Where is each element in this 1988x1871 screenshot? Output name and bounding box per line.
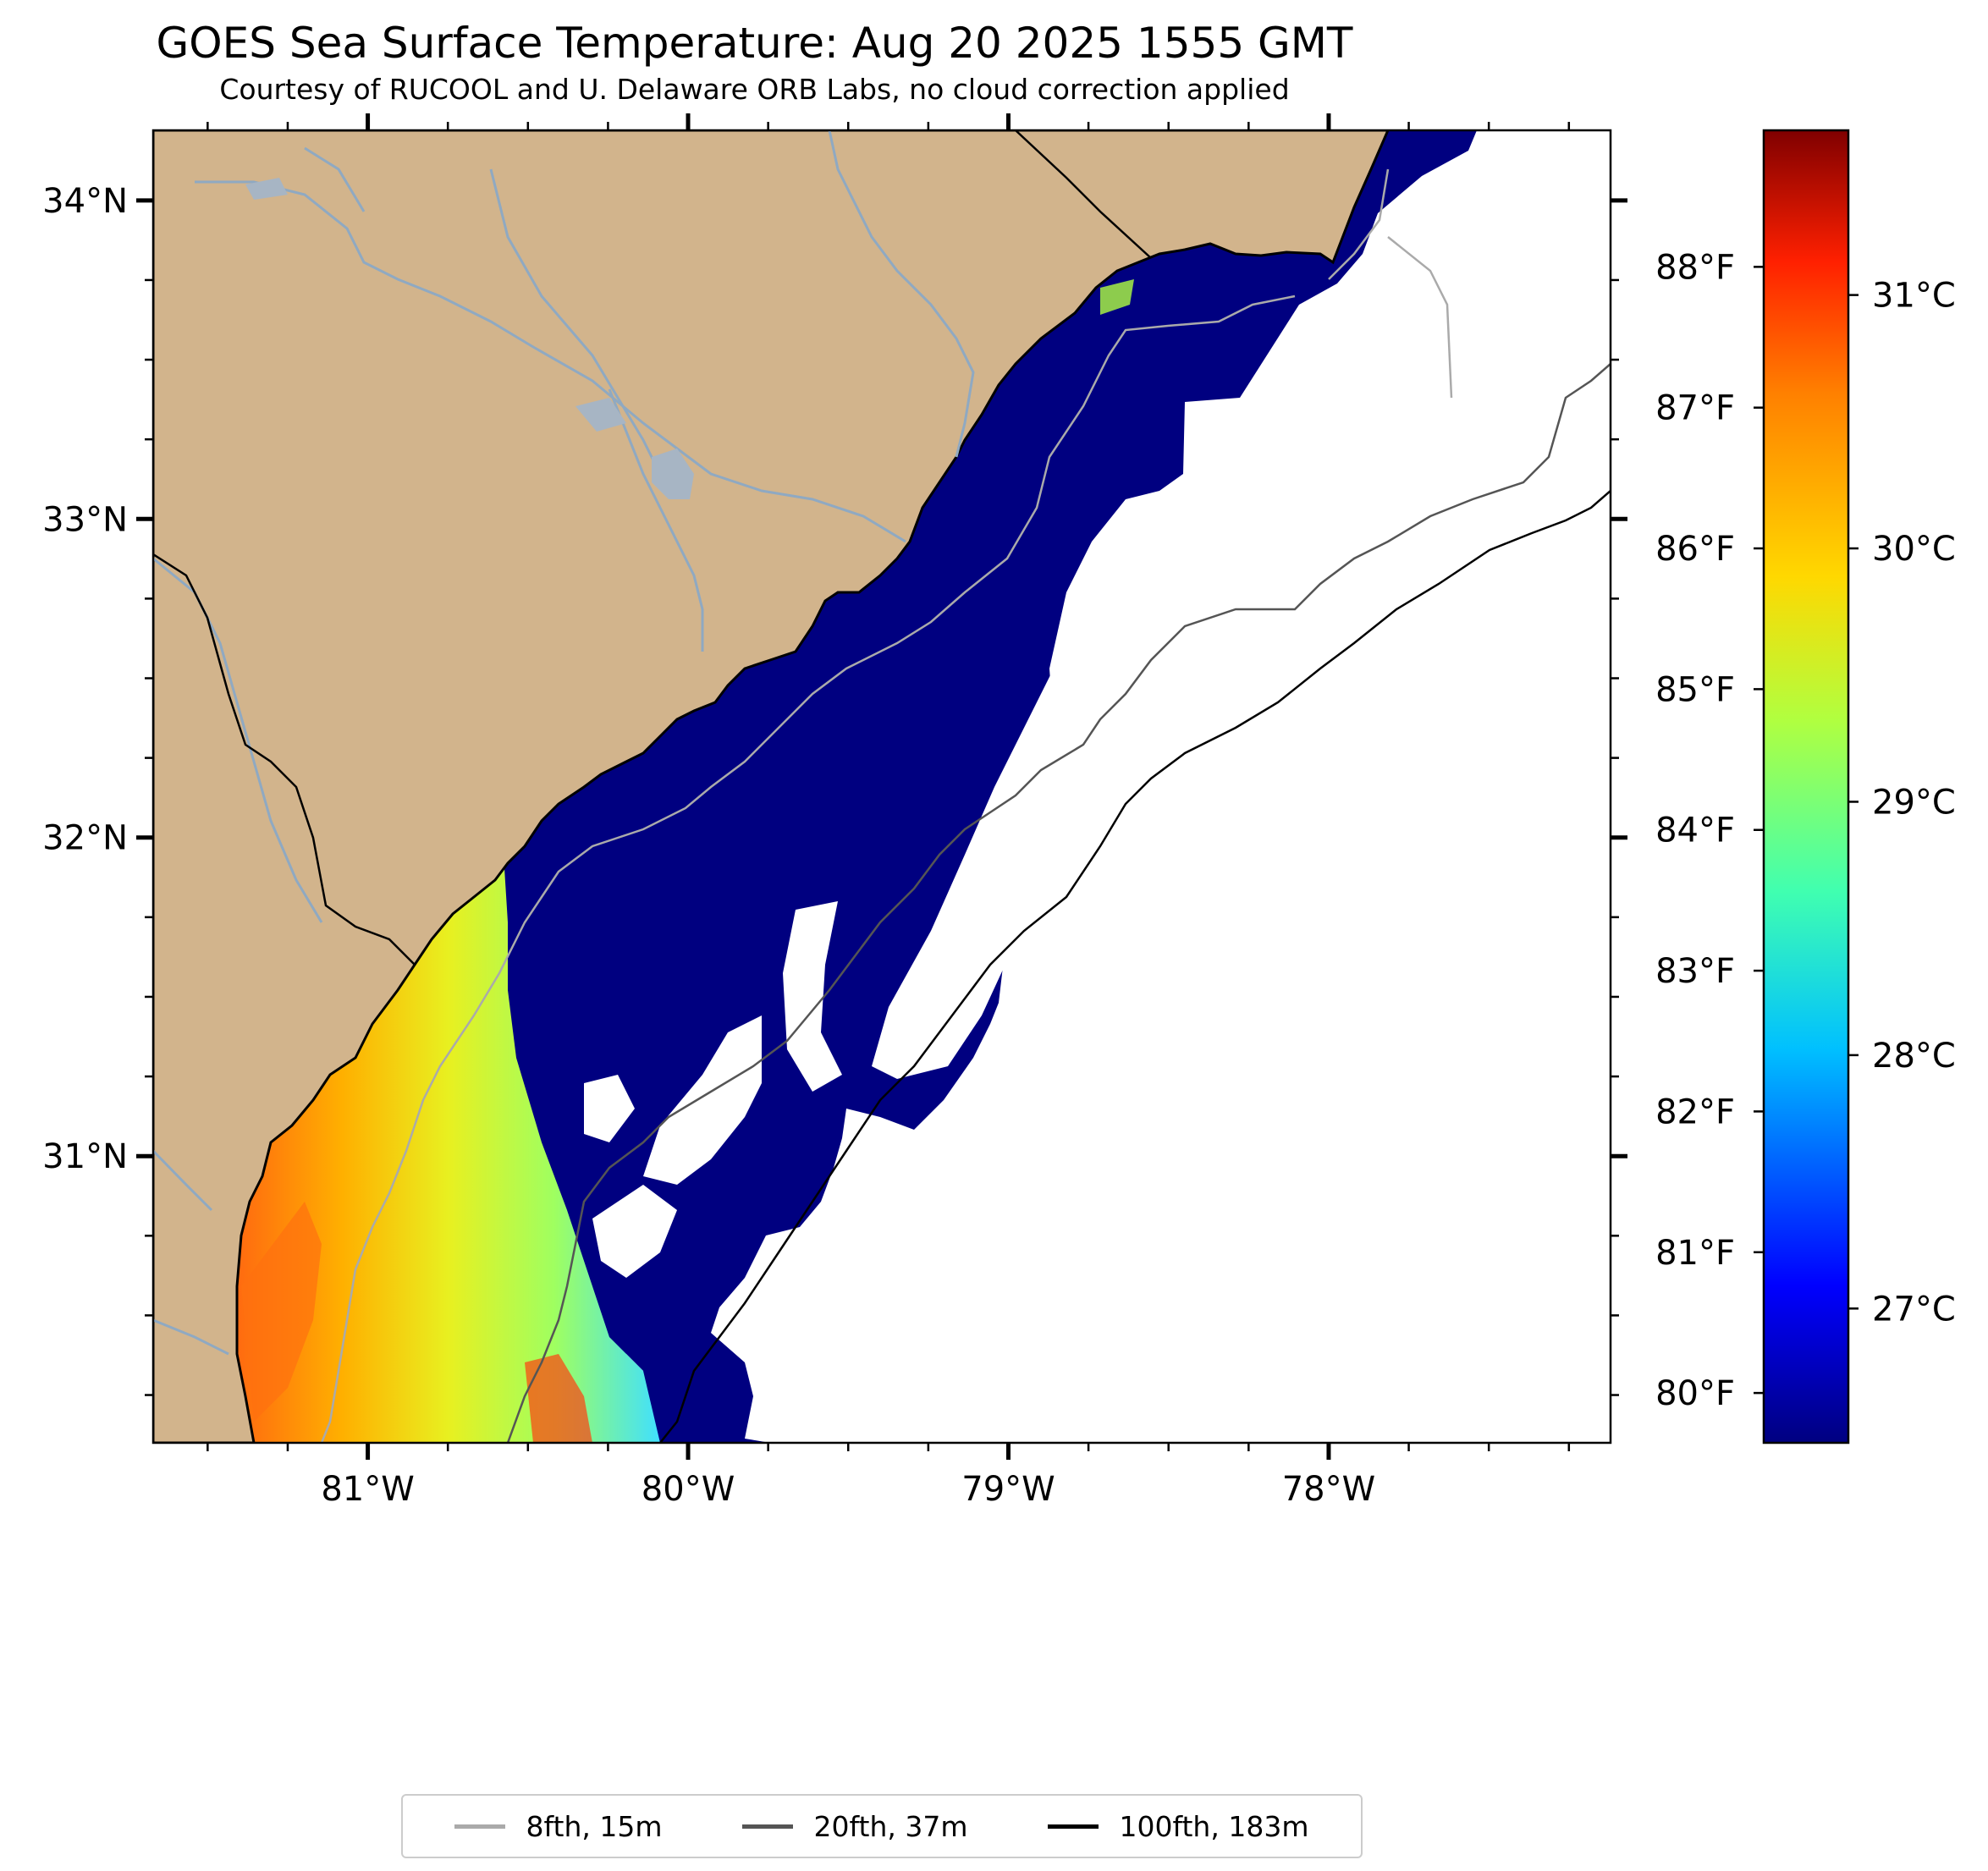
land-region xyxy=(153,130,1390,1443)
legend-item-100fth: 100fth, 183m xyxy=(1048,1810,1308,1843)
isobath-20fth xyxy=(506,363,1611,1443)
isobath-100fth xyxy=(659,490,1611,1443)
rivers xyxy=(153,130,975,1356)
legend-label-8fth: 8fth, 15m xyxy=(526,1809,663,1843)
colorbar-ticks: 27°C 28°C 29°C 30°C 31°C 80°F 81°F 82°F 83°F 84°F… xyxy=(1655,248,1956,1413)
state-borders xyxy=(153,130,1152,1443)
fahrenheit-tick-label: 81°F xyxy=(1655,1234,1735,1273)
lake xyxy=(245,178,288,200)
cloud-gap xyxy=(584,1075,635,1142)
cloud-gap xyxy=(643,1015,762,1185)
legend-swatch-100fth xyxy=(1048,1824,1099,1829)
lon-tick-label: 78°W xyxy=(1282,1470,1375,1509)
cloud-gap xyxy=(592,1185,677,1278)
legend-swatch-8fth xyxy=(454,1824,506,1829)
isobath-8fth xyxy=(320,294,1296,1443)
warm-water-patch xyxy=(548,1445,569,1489)
legend-item-8fth: 8fth, 15m xyxy=(454,1809,663,1843)
lon-tick-label: 79°W xyxy=(961,1470,1055,1509)
lon-tick-label: 81°W xyxy=(321,1470,414,1509)
fahrenheit-tick-label: 80°F xyxy=(1655,1374,1735,1413)
fahrenheit-tick-label: 88°F xyxy=(1655,248,1735,287)
map-title: GOES Sea Surface Temperature: Aug 20 202… xyxy=(156,19,1353,68)
warm-water-patch xyxy=(241,1202,322,1422)
colorbar xyxy=(1762,129,1850,1445)
isobath-legend: 8fth, 15m 20fth, 37m 100fth, 183m xyxy=(401,1794,1363,1858)
warm-water-patch xyxy=(1100,279,1134,315)
legend-label-100fth: 100fth, 183m xyxy=(1119,1809,1309,1843)
map-axis-ticks: 81°W 80°W 79°W 78°W 34°N 33°N 32°N 31°N xyxy=(42,113,1627,1509)
celsius-tick-label: 30°C xyxy=(1872,530,1956,569)
lake xyxy=(575,398,626,432)
warm-water-patch xyxy=(525,1354,592,1443)
cloud-gap xyxy=(872,592,1143,1079)
fahrenheit-tick-label: 82°F xyxy=(1655,1092,1735,1131)
celsius-tick-label: 31°C xyxy=(1872,277,1956,316)
lat-tick-label: 32°N xyxy=(42,819,128,858)
lon-tick-label: 80°W xyxy=(642,1470,735,1509)
map-frame xyxy=(151,129,1612,1445)
lat-tick-label: 33°N xyxy=(42,500,128,539)
map-area xyxy=(153,130,1611,1489)
isobath-8fth-offshore xyxy=(1328,168,1453,399)
legend-swatch-20fth xyxy=(742,1824,794,1829)
cloud-gap xyxy=(783,901,842,1092)
fahrenheit-tick-label: 86°F xyxy=(1655,530,1735,569)
legend-item-20fth: 20fth, 37m xyxy=(742,1810,967,1843)
celsius-tick-label: 27°C xyxy=(1872,1290,1956,1329)
lake xyxy=(652,448,694,499)
legend-label-20fth: 20fth, 37m xyxy=(813,1809,968,1843)
map-subtitle: Courtesy of RUCOOL and U. Delaware ORB L… xyxy=(219,73,1290,106)
fahrenheit-tick-label: 83°F xyxy=(1655,952,1735,991)
fahrenheit-tick-label: 84°F xyxy=(1655,812,1735,850)
fahrenheit-tick-label: 85°F xyxy=(1655,670,1735,709)
fahrenheit-tick-label: 87°F xyxy=(1655,389,1735,428)
celsius-tick-label: 29°C xyxy=(1872,783,1956,822)
lat-tick-label: 34°N xyxy=(42,182,128,221)
celsius-tick-label: 28°C xyxy=(1872,1037,1956,1076)
lat-tick-label: 31°N xyxy=(42,1137,128,1176)
